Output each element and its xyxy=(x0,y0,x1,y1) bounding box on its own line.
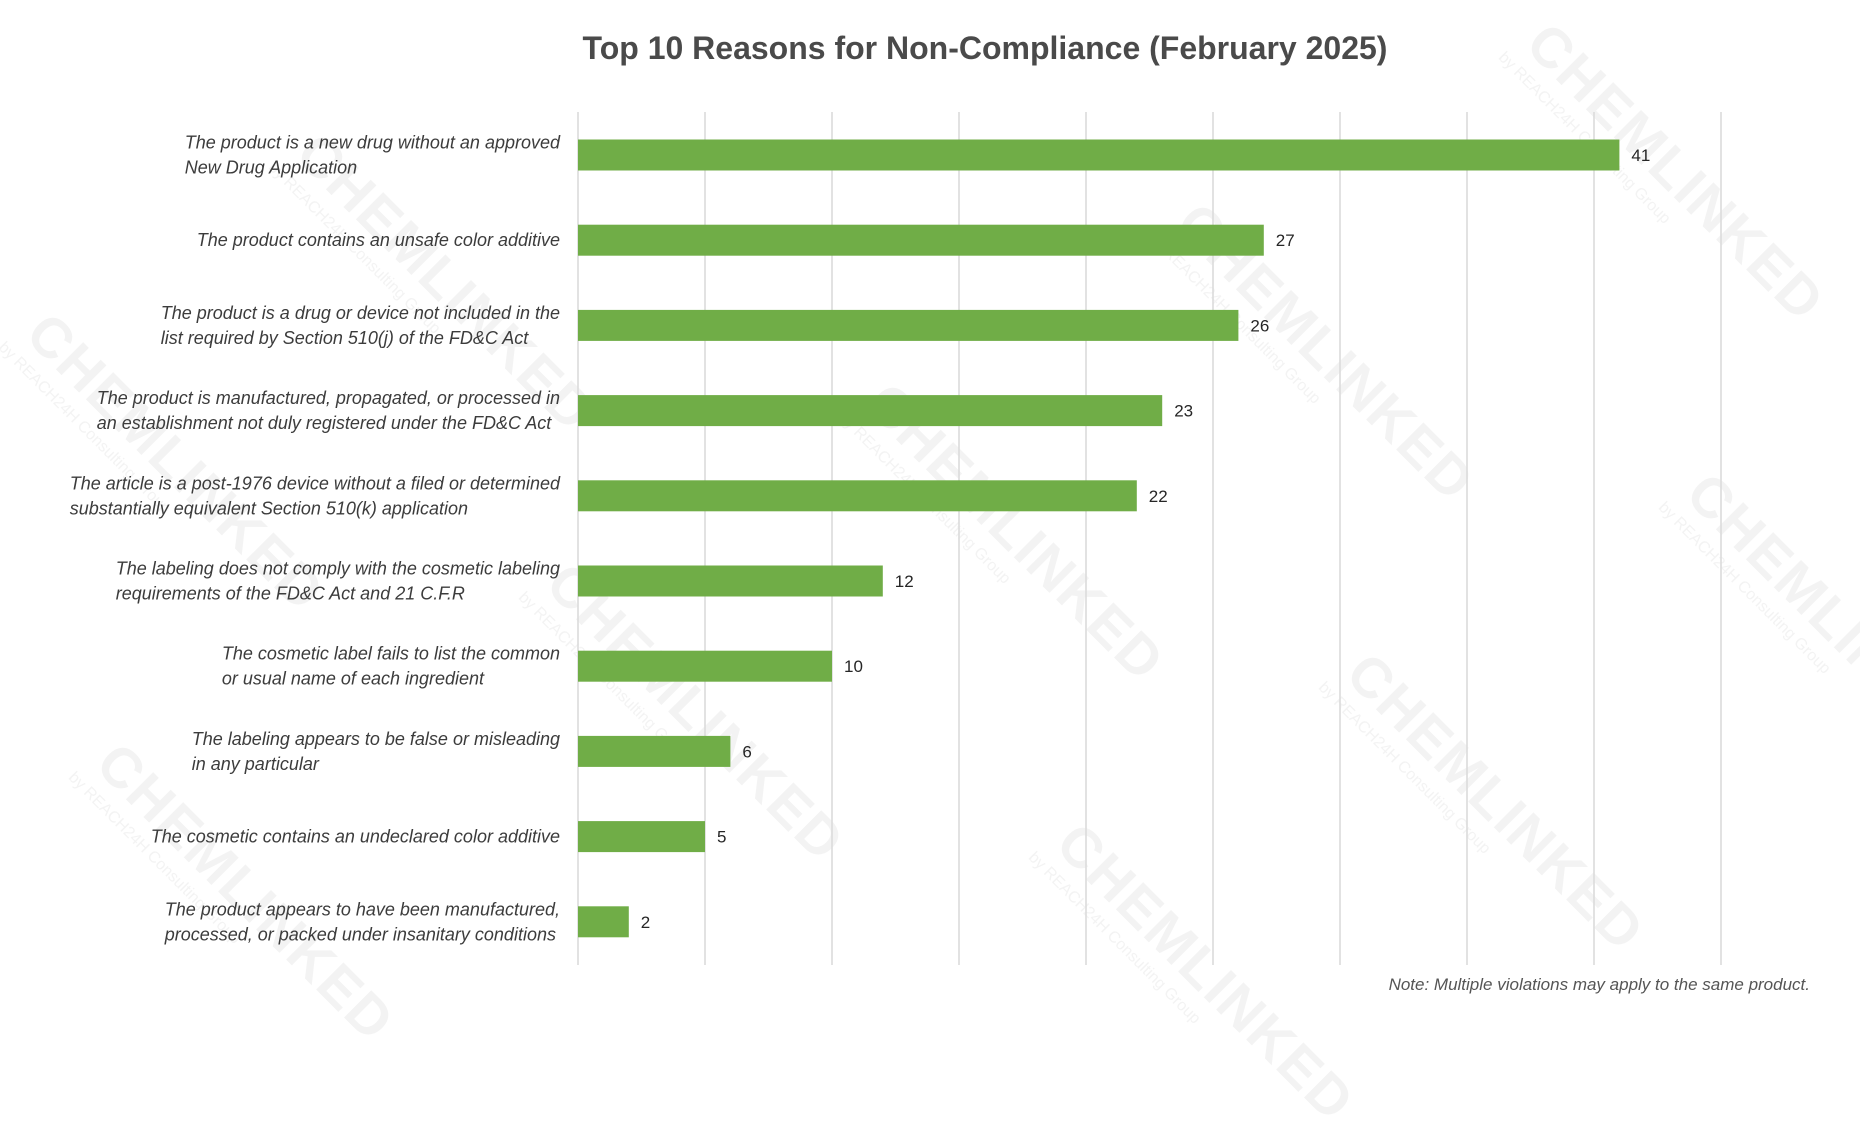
category-label: The product is manufactured, propagated,… xyxy=(97,388,560,433)
category-label: The article is a post-1976 device withou… xyxy=(70,473,561,518)
bar xyxy=(578,224,1264,256)
data-label: 6 xyxy=(742,742,751,761)
bar xyxy=(578,395,1163,427)
category-label: The cosmetic contains an undeclared colo… xyxy=(151,827,560,847)
bar xyxy=(578,309,1239,341)
bar xyxy=(578,565,883,597)
data-label: 2 xyxy=(641,913,650,932)
bar xyxy=(578,821,705,853)
category-labels: The product is a new drug without an app… xyxy=(70,133,561,945)
category-label: The product is a drug or device not incl… xyxy=(161,303,560,348)
category-label: The product is a new drug without an app… xyxy=(185,133,561,178)
data-label: 26 xyxy=(1250,316,1269,335)
value-labels: 41 27 26 23 22 12 10 6 5 2 xyxy=(641,146,1651,932)
data-label: 23 xyxy=(1174,402,1193,421)
category-label: The labeling appears to be false or misl… xyxy=(192,729,560,774)
chart-title: Top 10 Reasons for Non-Compliance (Febru… xyxy=(582,30,1388,66)
bar xyxy=(578,735,731,767)
data-label: 41 xyxy=(1631,146,1650,165)
data-label: 5 xyxy=(717,828,726,847)
data-label: 10 xyxy=(844,657,863,676)
bar xyxy=(578,906,629,938)
bar xyxy=(578,139,1620,171)
category-label: The product contains an unsafe color add… xyxy=(197,230,560,250)
bar xyxy=(578,480,1137,512)
bar-chart: 41 27 26 23 22 12 10 6 5 2 The product is a new d… xyxy=(70,112,1722,965)
category-label: The cosmetic label fails to list the com… xyxy=(222,644,560,689)
category-label: The labeling does not comply with the co… xyxy=(116,559,560,604)
category-label: The product appears to have been manufac… xyxy=(164,899,560,944)
bars xyxy=(578,139,1620,938)
data-label: 12 xyxy=(895,572,914,591)
chart-note: Note: Multiple violations may apply to t… xyxy=(1388,975,1810,994)
data-label: 27 xyxy=(1276,231,1295,250)
bar xyxy=(578,650,832,682)
data-label: 22 xyxy=(1149,487,1168,506)
